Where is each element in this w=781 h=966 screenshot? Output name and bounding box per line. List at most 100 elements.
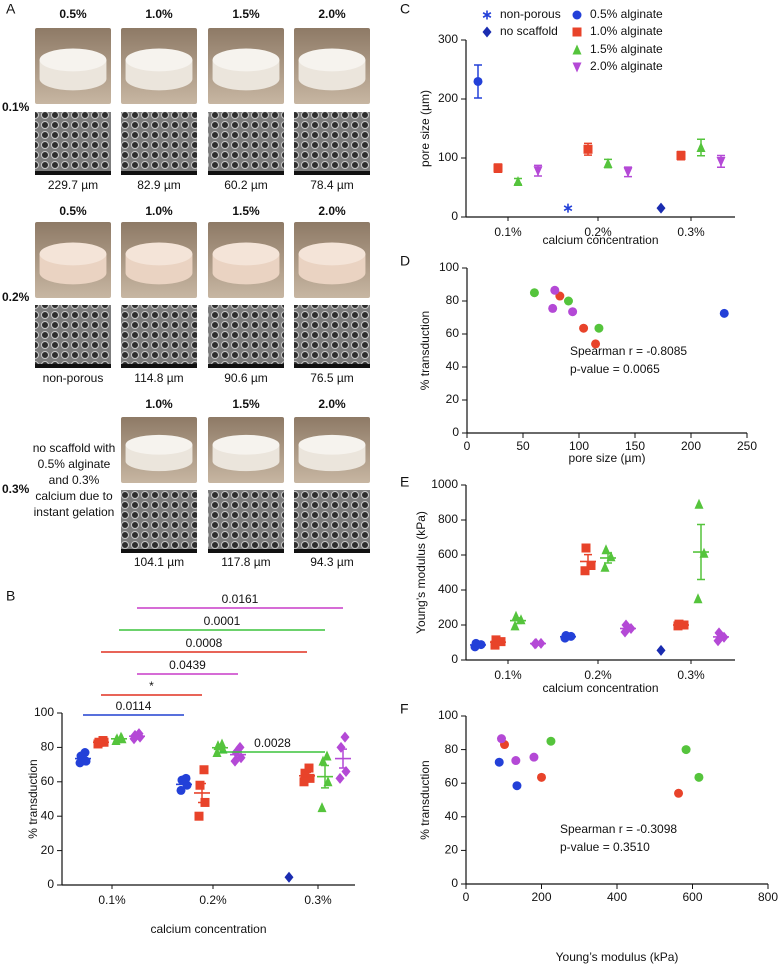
y-tick-label: 20	[445, 843, 459, 857]
legend-marker	[482, 10, 492, 20]
error-bar	[474, 643, 482, 647]
data-point	[579, 323, 589, 333]
scaffold-top	[125, 434, 193, 455]
data-point	[195, 780, 205, 790]
data-point	[594, 323, 604, 333]
panel-letter: D	[400, 253, 410, 269]
data-point	[513, 175, 523, 186]
y-tick-label: 20	[41, 843, 55, 857]
error-bar	[584, 553, 592, 570]
data-point	[490, 640, 500, 650]
data-point	[305, 773, 315, 783]
legend-label: 0.5% alginate	[590, 7, 663, 21]
sem-image	[208, 112, 284, 175]
error-bar	[321, 764, 329, 789]
sem-scale-strip	[294, 549, 370, 553]
data-point	[600, 561, 610, 572]
x-axis-label: calcium concentration	[542, 233, 658, 247]
scaffold-top	[212, 242, 280, 266]
y-tick-label: 60	[445, 775, 459, 789]
data-point	[212, 747, 222, 758]
column-header: 2.0%	[318, 204, 346, 218]
error-bar	[564, 635, 572, 639]
data-point	[656, 644, 666, 656]
sem-image	[121, 490, 197, 553]
data-point	[681, 745, 691, 755]
sem-scale-strip	[208, 171, 284, 175]
y-tick-label: 100	[438, 708, 458, 722]
data-point	[335, 772, 345, 784]
sem-image	[35, 112, 111, 175]
panel-letter: F	[400, 701, 409, 717]
data-point	[563, 203, 573, 213]
annotation: p-value = 0.0065	[570, 362, 660, 376]
data-point	[568, 307, 578, 317]
note: no scaffold with 0.5% alginate and 0.3% …	[32, 441, 116, 519]
x-tick-label: 0.1%	[494, 668, 522, 682]
x-axis-label: Young’s modulus (kPa)	[556, 950, 679, 964]
legend-label: non-porous	[500, 7, 561, 21]
comparison-label: 0.0114	[116, 699, 152, 713]
error-bar	[677, 623, 685, 627]
data-point	[512, 781, 522, 791]
y-tick-label: 100	[438, 150, 458, 164]
sem-image	[121, 112, 197, 175]
column-header: 1.0%	[145, 204, 173, 218]
data-point	[318, 755, 328, 766]
legend-marker	[572, 62, 582, 73]
comparison-label: 0.0161	[222, 592, 259, 606]
x-axis-label: calcium concentration	[150, 922, 266, 936]
scaffold-top	[298, 48, 366, 72]
y-tick-label: 0	[47, 877, 54, 891]
x-axis-label: calcium concentration	[542, 681, 658, 695]
y-tick-label: 1000	[431, 477, 458, 491]
data-point	[583, 144, 593, 154]
scaffold-top	[212, 434, 280, 455]
x-tick-label: 0	[464, 439, 471, 453]
y-tick-label: 200	[438, 617, 458, 631]
y-tick-label: 60	[41, 774, 55, 788]
data-point	[716, 156, 726, 167]
data-point	[511, 756, 521, 766]
data-point	[496, 734, 506, 744]
data-point	[493, 163, 503, 173]
x-tick-label: 150	[625, 439, 645, 453]
scaffold-top	[212, 48, 280, 72]
data-point	[340, 731, 350, 743]
x-tick-label: 0.2%	[584, 225, 612, 239]
row-label: 0.3%	[2, 482, 30, 496]
data-point	[199, 765, 209, 775]
pore-size-caption: 60.2 µm	[224, 178, 268, 192]
sem-image	[121, 305, 197, 368]
x-tick-label: 0	[463, 890, 470, 904]
data-point	[623, 167, 633, 178]
legend-label: 1.0% alginate	[590, 24, 663, 38]
x-tick-label: 0.3%	[304, 893, 332, 907]
panel-letter: A	[6, 1, 16, 17]
x-tick-label: 200	[681, 439, 701, 453]
y-axis-label: pore size (µm)	[418, 90, 432, 167]
data-point	[317, 802, 327, 813]
x-tick-label: 0.2%	[584, 668, 612, 682]
pore-size-caption: 104.1 µm	[134, 555, 184, 569]
sem-scale-strip	[121, 364, 197, 368]
error-bar	[604, 552, 612, 564]
column-header: 1.0%	[145, 397, 173, 411]
x-tick-label: 200	[531, 890, 551, 904]
legend-label: 1.5% alginate	[590, 42, 663, 56]
x-tick-label: 0.1%	[494, 225, 522, 239]
column-header: 1.5%	[232, 7, 260, 21]
sem-image	[294, 305, 370, 368]
comparison-label: 0.0028	[254, 736, 291, 750]
pore-size-caption: 229.7 µm	[48, 178, 98, 192]
data-point	[546, 736, 556, 746]
sem-scale-strip	[208, 549, 284, 553]
comparison-label: *	[149, 679, 154, 693]
pore-size-caption: 117.8 µm	[221, 555, 270, 569]
y-axis-label: % transduction	[418, 311, 432, 390]
y-tick-label: 300	[438, 32, 458, 46]
data-point	[299, 777, 309, 787]
error-bar	[514, 617, 522, 625]
error-bar	[624, 625, 632, 632]
